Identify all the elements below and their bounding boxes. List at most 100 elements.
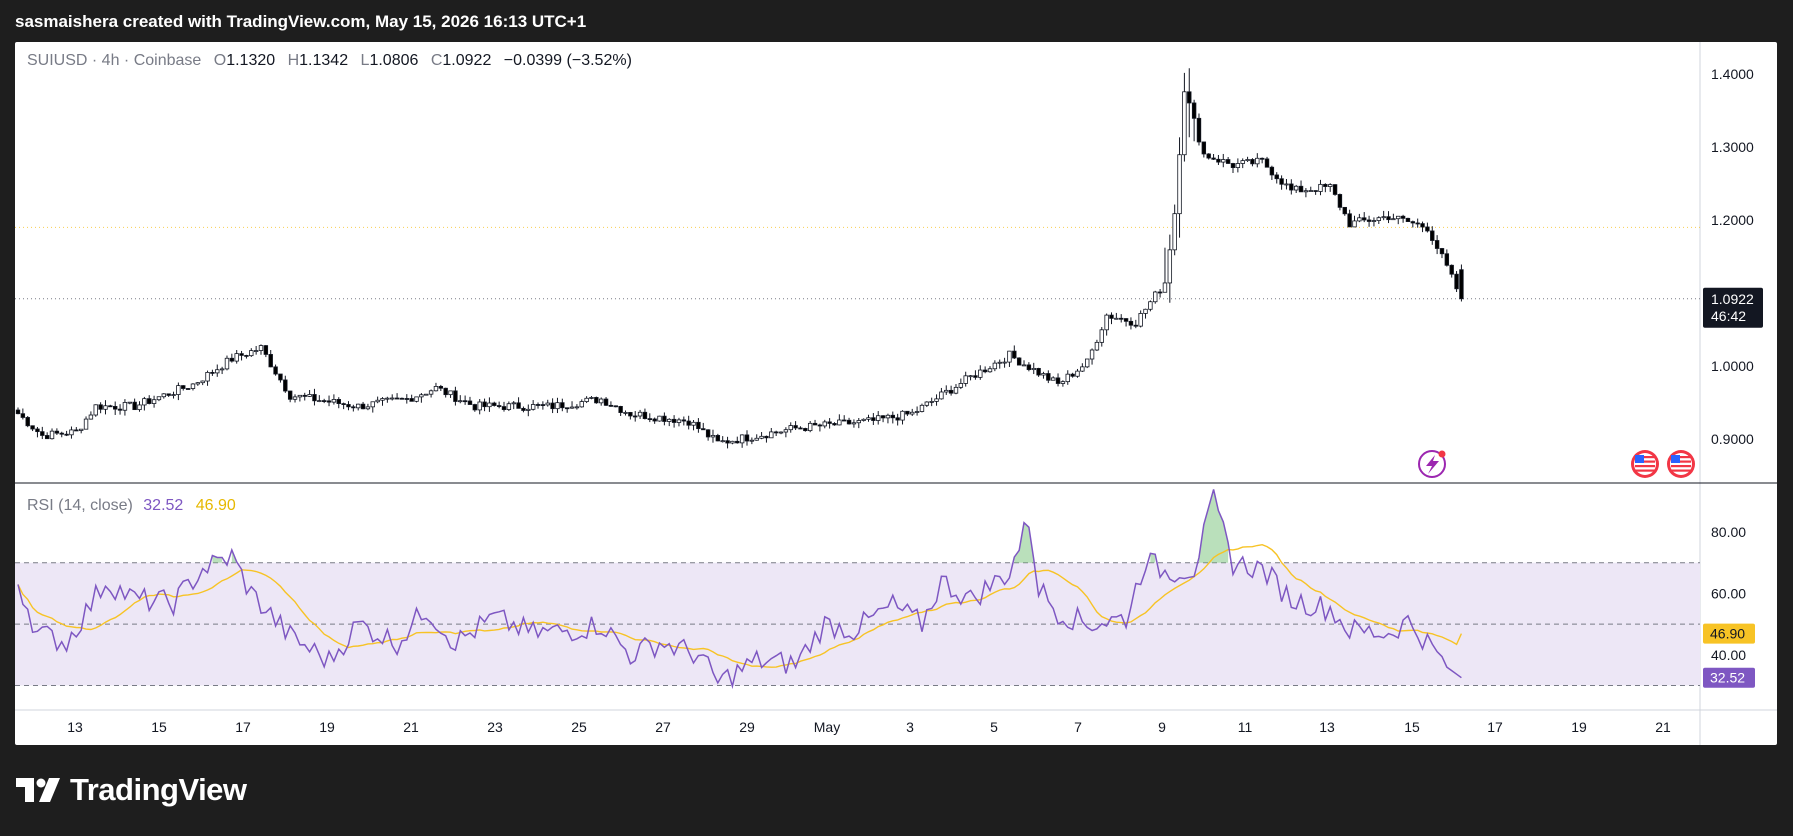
candle-body — [1434, 240, 1440, 249]
candle-body — [1410, 221, 1416, 224]
candle-body — [25, 417, 30, 427]
candle-body — [1303, 190, 1309, 193]
candle-body — [181, 385, 186, 389]
time-tick-label: 11 — [1238, 719, 1253, 735]
time-tick-label: 3 — [906, 719, 914, 735]
candle-body — [496, 405, 502, 407]
candle-body — [545, 402, 550, 406]
candle-body — [1405, 217, 1411, 223]
candle-body — [1002, 361, 1007, 364]
candle-body — [326, 400, 332, 403]
last-price-badge — [1703, 287, 1763, 328]
candle-body — [1279, 178, 1284, 185]
candle-body — [1366, 219, 1372, 222]
candle-body — [210, 372, 215, 374]
candle-body — [40, 431, 45, 436]
candle-body — [861, 418, 866, 421]
candle-body — [380, 398, 385, 401]
candle-body — [1342, 206, 1347, 215]
candle-body — [1060, 381, 1066, 384]
candle-body — [526, 408, 531, 411]
candle-body — [730, 440, 735, 444]
candle-body — [1332, 184, 1338, 195]
candle-body — [142, 398, 147, 406]
candle-body — [793, 425, 798, 429]
candle-body — [686, 420, 691, 426]
price-tick-label: 1.3000 — [1711, 139, 1754, 155]
candle-body — [229, 357, 235, 362]
candle-body — [773, 431, 779, 434]
candle-body — [919, 404, 925, 412]
candle-body — [973, 375, 978, 378]
candle-body — [433, 386, 439, 392]
candle-body — [278, 373, 283, 381]
time-tick-label: May — [814, 719, 840, 735]
candle-body — [462, 400, 468, 403]
candle-body — [715, 434, 721, 442]
candle-body — [1293, 185, 1299, 191]
candle-body — [283, 379, 288, 392]
tradingview-logo[interactable]: TradingView — [16, 770, 247, 810]
candle-body — [618, 405, 623, 413]
candle-body — [428, 390, 434, 395]
candle-body — [156, 396, 162, 401]
candle-body — [93, 404, 98, 416]
candle-body — [807, 422, 813, 432]
candle-body — [948, 389, 954, 394]
chart-panel[interactable]: 1.40001.30001.20001.10001.00000.90001.09… — [15, 42, 1777, 745]
candle-body — [292, 396, 298, 400]
candle-body — [1031, 367, 1036, 371]
time-tick-label: 27 — [655, 719, 671, 735]
candle-body — [346, 404, 351, 408]
candle-body — [1264, 158, 1270, 168]
candle-body — [385, 397, 390, 400]
candle-body — [1055, 377, 1061, 384]
candle-body — [788, 425, 793, 431]
candle-body — [560, 402, 565, 409]
chart-canvas[interactable]: 1.40001.30001.20001.10001.00000.90001.09… — [15, 42, 1777, 745]
candle-body — [1255, 157, 1260, 165]
candle-body — [219, 368, 225, 371]
bar-countdown-text: 46:42 — [1711, 308, 1746, 324]
candle-body — [1036, 367, 1041, 376]
time-tick-label: 5 — [990, 719, 998, 735]
candle-body — [910, 411, 915, 415]
candle-body — [35, 428, 40, 433]
rsi-label[interactable]: RSI (14, close) — [27, 497, 133, 514]
symbol-info[interactable]: SUIUSD · 4h · Coinbase — [27, 52, 202, 69]
candle-body — [185, 388, 191, 390]
candle-body — [540, 404, 546, 406]
time-tick-label: 29 — [739, 719, 755, 735]
candle-body — [1211, 157, 1216, 160]
candle-body — [696, 421, 701, 430]
candle-body — [166, 393, 171, 396]
candle-body — [652, 418, 657, 422]
candle-body — [1396, 215, 1401, 220]
candle-body — [1221, 159, 1226, 163]
candle-body — [424, 393, 429, 396]
price-tick-label: 1.4000 — [1711, 66, 1754, 82]
us-flag-event-icon — [1667, 450, 1695, 478]
candle-body — [574, 406, 580, 409]
candle-body — [851, 422, 857, 425]
candle-body — [735, 440, 740, 444]
time-tick-label: 17 — [1487, 719, 1503, 735]
candle-body — [939, 391, 944, 400]
candle-body — [49, 430, 55, 440]
candle-body — [453, 390, 458, 402]
candle-body — [992, 362, 998, 370]
candle-body — [1235, 163, 1241, 168]
rsi-overbought-fill — [1198, 489, 1229, 563]
candle-body — [594, 397, 599, 404]
candle-body — [944, 389, 949, 393]
candle-body — [822, 421, 827, 427]
candle-body — [1323, 183, 1328, 187]
candle-body — [1191, 102, 1197, 119]
candle-body — [137, 404, 142, 411]
candle-body — [414, 396, 419, 402]
candle-body — [1245, 159, 1250, 162]
candle-body — [1196, 117, 1202, 143]
candle-body — [987, 368, 993, 373]
candle-body — [1216, 158, 1221, 163]
candle-body — [1172, 213, 1177, 251]
